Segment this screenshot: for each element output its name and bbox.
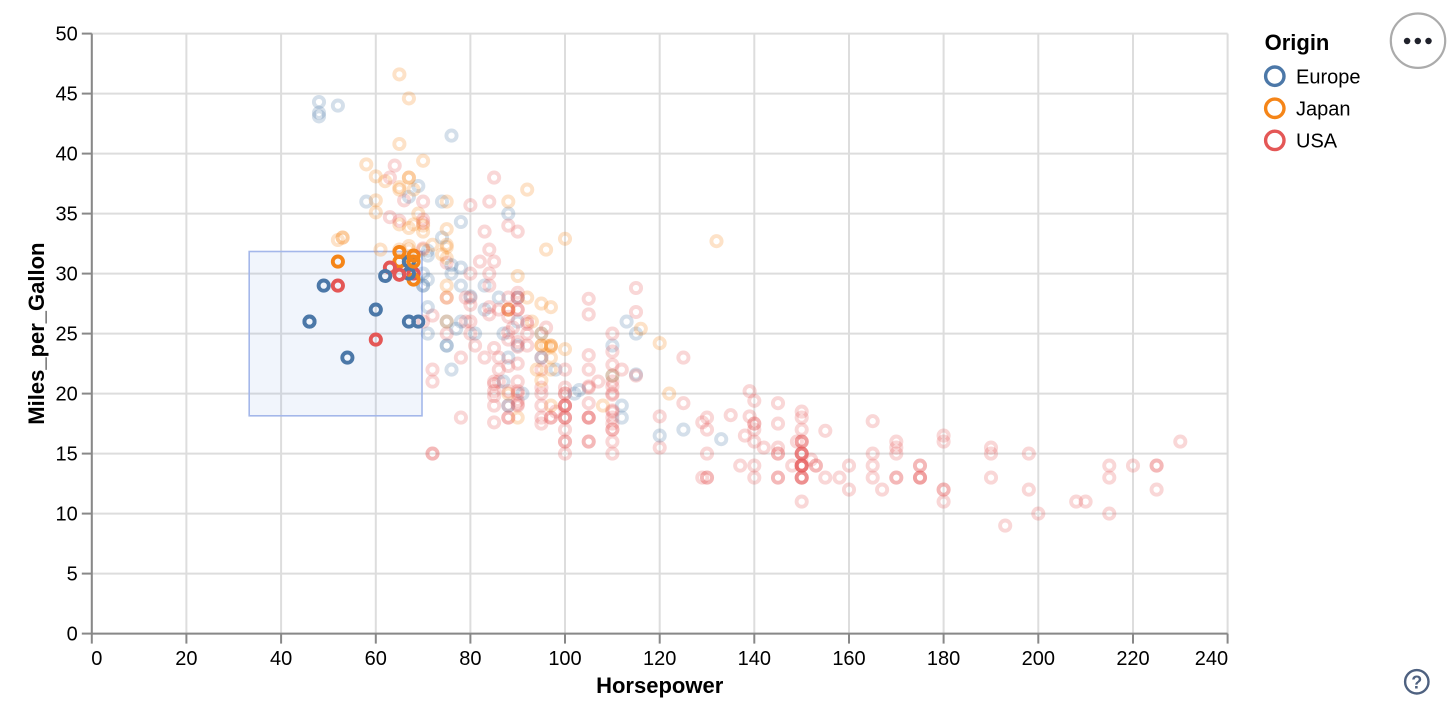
svg-text:45: 45: [56, 83, 78, 105]
svg-text:35: 35: [56, 203, 78, 225]
svg-text:140: 140: [738, 648, 771, 670]
svg-text:0: 0: [91, 648, 102, 670]
svg-text:30: 30: [56, 263, 78, 285]
svg-text:20: 20: [175, 648, 197, 670]
svg-text:80: 80: [459, 648, 481, 670]
svg-text:160: 160: [832, 648, 865, 670]
svg-text:15: 15: [56, 443, 78, 465]
svg-text:0: 0: [67, 623, 78, 645]
svg-text:USA: USA: [1296, 131, 1338, 153]
svg-text:240: 240: [1195, 648, 1228, 670]
svg-text:20: 20: [56, 383, 78, 405]
svg-text:200: 200: [1022, 648, 1055, 670]
svg-text:Miles_per_Gallon: Miles_per_Gallon: [24, 243, 49, 425]
svg-text:10: 10: [56, 503, 78, 525]
svg-text:Origin: Origin: [1265, 30, 1330, 55]
svg-text:100: 100: [548, 648, 581, 670]
svg-text:180: 180: [927, 648, 960, 670]
svg-text:25: 25: [56, 323, 78, 345]
svg-text:40: 40: [56, 143, 78, 165]
svg-text:220: 220: [1116, 648, 1149, 670]
svg-text:5: 5: [67, 563, 78, 585]
svg-text:120: 120: [643, 648, 676, 670]
svg-text:Horsepower: Horsepower: [596, 673, 724, 698]
svg-text:40: 40: [270, 648, 292, 670]
svg-text:?: ?: [1411, 673, 1422, 693]
svg-text:Japan: Japan: [1296, 99, 1351, 121]
svg-text:50: 50: [56, 23, 78, 45]
svg-text:Europe: Europe: [1296, 66, 1361, 88]
svg-text:60: 60: [365, 648, 387, 670]
